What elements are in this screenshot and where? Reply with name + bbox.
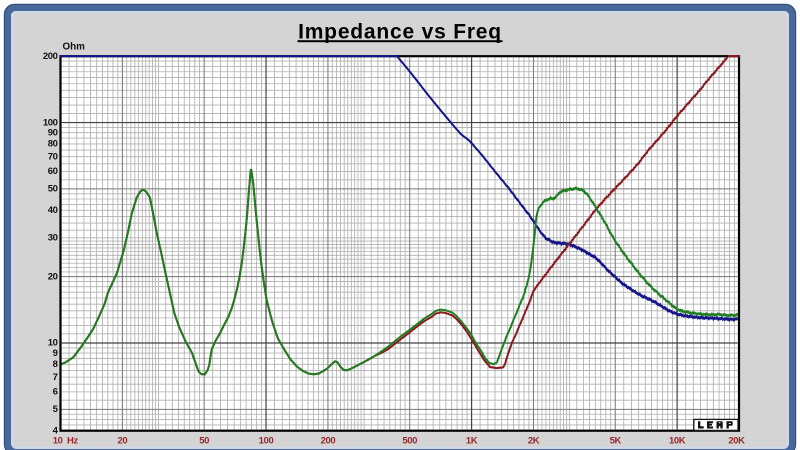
svg-text:200: 200	[43, 51, 58, 62]
svg-text:50: 50	[48, 184, 58, 195]
svg-text:50: 50	[199, 435, 209, 446]
svg-text:100: 100	[259, 435, 274, 446]
svg-text:20K: 20K	[728, 435, 745, 446]
svg-text:10K: 10K	[669, 435, 686, 446]
svg-text:20: 20	[48, 271, 58, 282]
svg-text:5: 5	[53, 404, 59, 415]
svg-text:2K: 2K	[528, 435, 540, 446]
svg-text:30: 30	[48, 233, 58, 244]
svg-text:200: 200	[321, 435, 336, 446]
svg-text:5K: 5K	[610, 435, 622, 446]
svg-text:4: 4	[53, 425, 59, 436]
svg-text:9: 9	[53, 348, 58, 359]
svg-text:100: 100	[43, 117, 58, 128]
svg-text:500: 500	[402, 435, 417, 446]
svg-text:10 Hz: 10 Hz	[53, 435, 79, 446]
svg-text:10: 10	[48, 338, 58, 349]
svg-text:8: 8	[53, 359, 58, 370]
svg-text:40: 40	[48, 205, 58, 216]
svg-text:20: 20	[118, 435, 128, 446]
svg-text:Impedance vs Freq: Impedance vs Freq	[298, 21, 502, 44]
svg-text:Ohm: Ohm	[63, 41, 86, 52]
svg-text:7: 7	[53, 372, 58, 383]
svg-text:90: 90	[48, 127, 58, 138]
svg-text:1K: 1K	[466, 435, 478, 446]
svg-text:60: 60	[48, 166, 58, 177]
svg-text:70: 70	[48, 151, 58, 162]
svg-text:6: 6	[53, 387, 58, 398]
svg-text:80: 80	[48, 139, 58, 150]
